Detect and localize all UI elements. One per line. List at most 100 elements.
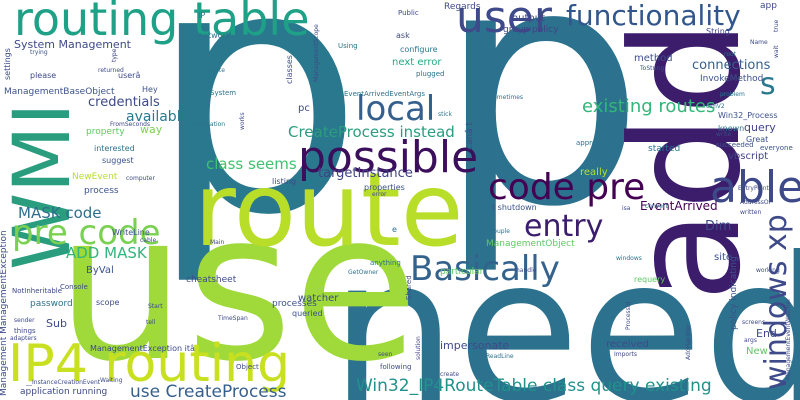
word-managementbaseobject: ManagementBaseObject	[4, 87, 115, 97]
word-plugged: plugged	[416, 70, 445, 78]
word-requery: requery	[634, 275, 666, 284]
word-win32-process: Win32_Process	[718, 111, 778, 120]
word-byval: ByVal	[86, 265, 114, 276]
word-shared: Shared	[405, 275, 413, 300]
word-sometimes: sometimes	[490, 94, 524, 101]
word-known: known	[718, 124, 745, 133]
word-policy-indicating: policy indicating	[729, 256, 739, 330]
word-seen: seen	[378, 351, 393, 358]
word-root: root	[724, 51, 737, 58]
word-name: Name	[750, 39, 768, 46]
word-site: site	[714, 252, 733, 263]
word-pre-code: pre code	[12, 213, 161, 253]
word-classes: classes	[285, 55, 294, 84]
word-use: use	[56, 169, 419, 400]
word-convert: convert	[645, 203, 668, 210]
word-interested: interested	[94, 144, 135, 153]
word-sub: Sub	[46, 317, 67, 330]
word-tostring: ToString	[640, 65, 665, 72]
word-hey: Hey	[142, 85, 158, 94]
word-handle: handle	[516, 267, 537, 274]
word-returned: returned	[98, 67, 124, 74]
word-approach: approach	[576, 139, 609, 147]
word-pc: pc	[298, 103, 310, 114]
word-queried: queried	[292, 309, 323, 318]
word-eventarrivedeventargs: EventArrivedEventArgs	[344, 90, 425, 98]
word-possible: possible	[298, 132, 479, 183]
word-please: please	[30, 71, 57, 80]
word-managementscope: ManagementScope	[313, 24, 320, 82]
word-need: need	[330, 215, 800, 400]
word-able: able	[710, 162, 800, 213]
word-newevent: NewEvent	[72, 172, 118, 182]
word-succeeded: succeeded	[716, 141, 754, 149]
word-application-running: application running	[20, 387, 108, 397]
word-scope: scope	[96, 298, 120, 307]
word-error: error	[372, 191, 387, 198]
word-end: End	[756, 327, 777, 340]
word-tell: tell	[146, 319, 156, 326]
word-object: Object	[236, 363, 259, 371]
word-sender: sender	[14, 317, 35, 324]
word-started: started	[648, 144, 681, 154]
word-isa: isa	[622, 205, 631, 212]
word-stick: stick	[438, 111, 452, 118]
word-properties: properties	[364, 183, 405, 192]
word-p-large-1: p	[148, 0, 364, 290]
word-create: create	[440, 371, 460, 378]
word-passed: passed	[590, 149, 612, 156]
word-waiting: Waiting	[100, 377, 123, 384]
word-targetinstance: targetInstance	[318, 166, 413, 181]
word-working: working	[756, 267, 780, 274]
word-using: Using	[338, 42, 358, 50]
word-couple: couple	[490, 228, 510, 235]
word-fromseconds: FromSeconds	[110, 121, 151, 128]
word-functionality: functionality	[566, 0, 741, 32]
word-way: way	[140, 123, 163, 136]
word-im: Im	[596, 55, 607, 64]
word-local: local	[356, 89, 436, 129]
word-private: Private	[204, 67, 225, 74]
word-adapters: adapters	[10, 335, 37, 342]
word-configure: configure	[400, 45, 438, 54]
word-method: method	[634, 53, 673, 64]
word-addressof: AddressOf	[740, 199, 771, 206]
word-dim: Dim	[705, 219, 732, 234]
word-vbscript: vbscript	[728, 151, 769, 162]
word-system-management: System Management	[14, 38, 131, 51]
word-settings: settings	[3, 48, 12, 80]
word-wait: wait	[773, 45, 780, 58]
word-processes: processes	[272, 299, 317, 309]
word-console: Console	[60, 283, 88, 291]
word-management-vertical: Management ManagementException	[0, 230, 9, 396]
word-process: process	[84, 186, 119, 196]
word-ip: IP	[198, 11, 206, 20]
word-particular: particular	[440, 267, 484, 277]
word-property: property	[86, 127, 125, 137]
word-app: app	[760, 1, 777, 11]
word-following: following	[380, 363, 412, 371]
word-eventarrived: EventArrived	[640, 199, 718, 213]
word-user: user	[456, 0, 552, 43]
word-use-createprocess: use CreateProcess	[130, 382, 287, 400]
word-everyone: everyone	[760, 144, 793, 152]
word-managementeventwatcher: ManagementEventWatcher	[785, 298, 792, 380]
word-cheatsheet: cheatsheet	[186, 275, 237, 285]
word-impersonate: impersonate	[440, 339, 510, 352]
word-things: things	[14, 327, 36, 335]
word-addhandler: AddHandler	[685, 324, 692, 360]
word-createprocess-instead: CreateProcess instead	[288, 123, 455, 141]
word-usera: userâ	[118, 71, 141, 80]
word-s: s	[760, 67, 776, 102]
word-add-mask: ADD MASK	[66, 244, 147, 262]
word-works: works	[239, 112, 246, 130]
word-application-small: application	[192, 121, 226, 128]
word-basically: Basically	[410, 249, 560, 289]
word-getowner: GetOwner	[348, 269, 379, 276]
word-new: New	[746, 346, 768, 357]
word-mask-code: MASK code	[18, 204, 102, 222]
word-write: write	[716, 131, 732, 138]
word-main: Main	[210, 239, 225, 246]
word-screens: screens	[742, 319, 766, 326]
